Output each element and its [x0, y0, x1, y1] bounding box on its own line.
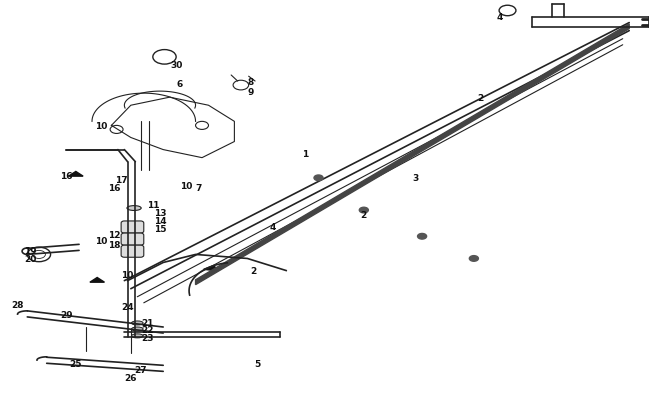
Text: 6: 6: [176, 79, 183, 88]
Text: 21: 21: [141, 319, 153, 328]
Text: 10: 10: [96, 236, 108, 245]
Circle shape: [469, 256, 478, 262]
Text: 10: 10: [96, 122, 108, 130]
Text: 27: 27: [135, 365, 147, 374]
Text: 13: 13: [153, 208, 166, 217]
Text: 15: 15: [153, 224, 166, 233]
Text: 16: 16: [109, 184, 121, 193]
Text: 2: 2: [251, 266, 257, 275]
Text: 4: 4: [270, 222, 276, 231]
Text: 14: 14: [153, 216, 166, 225]
Polygon shape: [90, 278, 105, 283]
Text: 22: 22: [141, 325, 153, 334]
Text: 3: 3: [413, 174, 419, 183]
Polygon shape: [68, 172, 83, 177]
Text: 2: 2: [361, 210, 367, 219]
Polygon shape: [203, 266, 218, 271]
Text: 9: 9: [248, 87, 254, 96]
Text: 24: 24: [122, 303, 134, 311]
Circle shape: [417, 234, 426, 239]
Text: 2: 2: [477, 94, 484, 102]
Text: 18: 18: [109, 240, 121, 249]
Text: 10: 10: [179, 182, 192, 191]
Text: 28: 28: [11, 301, 24, 309]
Ellipse shape: [131, 321, 143, 325]
Text: 29: 29: [60, 311, 72, 320]
Text: 19: 19: [24, 246, 37, 255]
Text: 30: 30: [170, 61, 183, 70]
Ellipse shape: [127, 206, 141, 211]
Text: 10: 10: [122, 271, 134, 279]
FancyBboxPatch shape: [121, 245, 144, 258]
FancyBboxPatch shape: [121, 222, 144, 233]
Ellipse shape: [131, 334, 143, 338]
Text: 11: 11: [148, 200, 160, 209]
Text: 16: 16: [60, 172, 72, 181]
Text: 25: 25: [70, 359, 82, 368]
Text: 8: 8: [248, 77, 254, 86]
FancyBboxPatch shape: [121, 233, 144, 245]
Text: 4: 4: [497, 13, 503, 22]
Text: 7: 7: [196, 184, 202, 193]
Ellipse shape: [131, 327, 143, 331]
Text: 1: 1: [302, 150, 309, 159]
Text: 26: 26: [125, 373, 137, 382]
Circle shape: [314, 175, 323, 181]
Text: 20: 20: [24, 254, 36, 263]
Polygon shape: [196, 25, 629, 285]
Text: 23: 23: [141, 333, 153, 342]
Text: 17: 17: [115, 176, 127, 185]
Circle shape: [359, 208, 369, 213]
Text: 12: 12: [109, 230, 121, 239]
Text: 5: 5: [254, 359, 260, 368]
